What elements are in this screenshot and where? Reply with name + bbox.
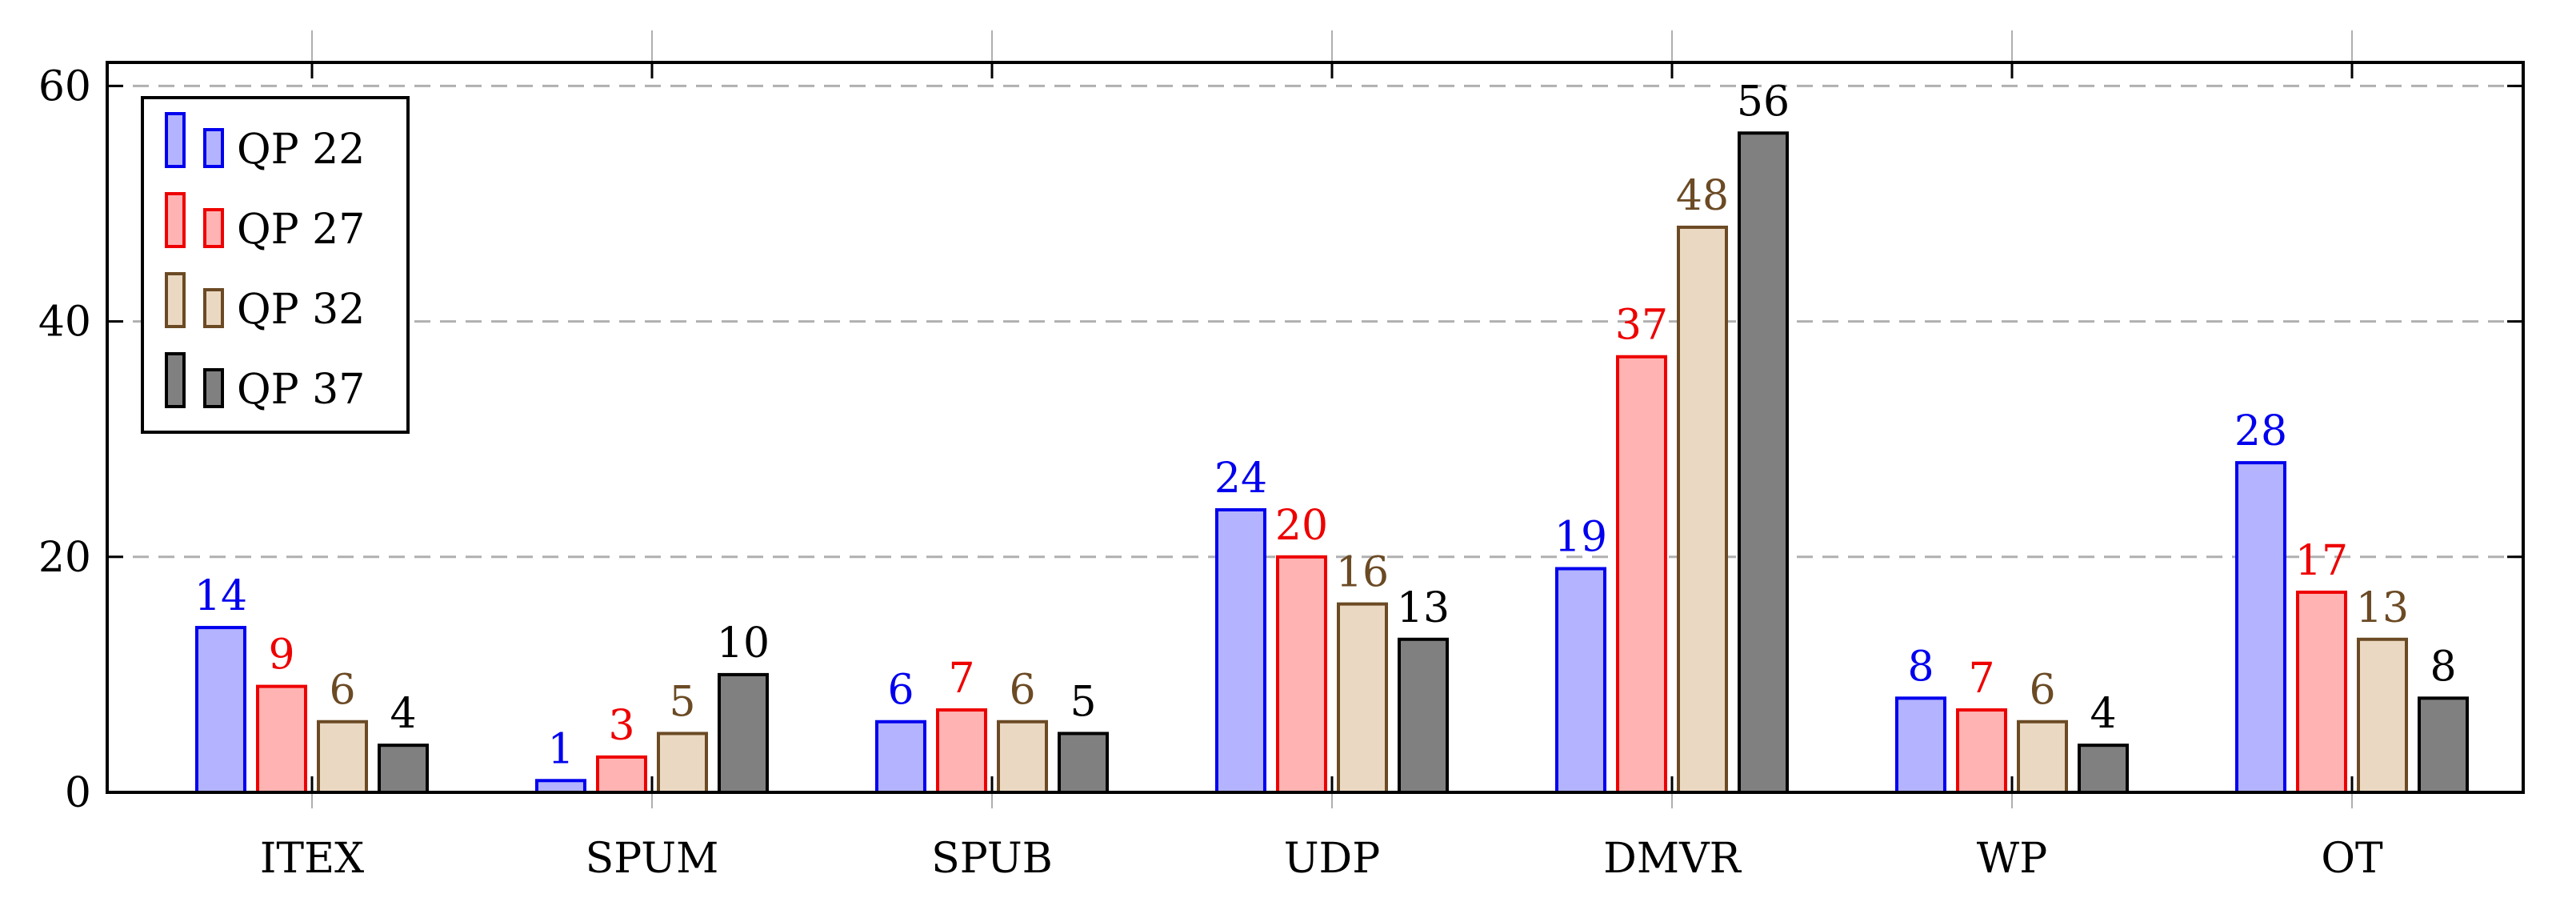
data-label: 3 bbox=[608, 702, 634, 750]
x-tick-label: SPUM bbox=[586, 835, 719, 883]
legend-swatch bbox=[165, 272, 186, 328]
bar bbox=[1677, 225, 1728, 794]
data-label: 7 bbox=[1968, 655, 1994, 703]
data-label: 8 bbox=[1907, 643, 1934, 691]
bar bbox=[1276, 555, 1327, 794]
legend-label: QP 37 bbox=[237, 366, 365, 414]
bar bbox=[1895, 696, 1946, 794]
bar bbox=[535, 779, 586, 795]
legend-label: QP 22 bbox=[237, 126, 365, 174]
data-label: 4 bbox=[2090, 690, 2116, 738]
data-label: 8 bbox=[2430, 643, 2456, 691]
legend-swatch bbox=[203, 288, 224, 328]
x-tick-label: ITEX bbox=[260, 835, 364, 883]
legend-swatch bbox=[165, 192, 186, 248]
y-tick-label: 20 bbox=[38, 534, 91, 582]
bar bbox=[1555, 567, 1606, 794]
bar bbox=[1616, 355, 1667, 794]
bar bbox=[2296, 590, 2347, 794]
y-tick-label: 60 bbox=[38, 62, 91, 110]
data-label: 17 bbox=[2295, 537, 2348, 585]
data-label: 16 bbox=[1336, 549, 1389, 597]
data-label: 13 bbox=[1397, 584, 1450, 632]
bar bbox=[1337, 602, 1388, 794]
bar bbox=[936, 708, 987, 795]
legend-swatch bbox=[203, 368, 224, 408]
bar bbox=[1956, 708, 2007, 795]
data-label: 6 bbox=[1009, 667, 1035, 715]
bar bbox=[2357, 637, 2408, 794]
x-tick-label: DMVR bbox=[1603, 835, 1742, 883]
x-tick-label: WP bbox=[1977, 835, 2047, 883]
bar bbox=[2078, 744, 2129, 795]
bar bbox=[875, 720, 926, 795]
bar bbox=[1738, 131, 1789, 795]
x-tick-label: UDP bbox=[1284, 835, 1381, 883]
y-tick-label: 0 bbox=[65, 769, 91, 817]
x-tick-label: OT bbox=[2321, 835, 2383, 883]
data-label: 19 bbox=[1554, 514, 1607, 562]
bar bbox=[718, 672, 769, 794]
data-label: 20 bbox=[1275, 502, 1328, 550]
data-label: 5 bbox=[669, 678, 695, 726]
x-tick-label: SPUB bbox=[931, 835, 1053, 883]
legend-swatch bbox=[165, 352, 186, 408]
plot-frame bbox=[106, 61, 2525, 794]
y-tick-label: 40 bbox=[38, 299, 91, 347]
bar bbox=[195, 626, 246, 794]
bar bbox=[317, 720, 368, 795]
data-label: 56 bbox=[1737, 78, 1790, 126]
legend-swatch bbox=[203, 208, 224, 248]
data-label: 7 bbox=[948, 655, 974, 703]
data-label: 4 bbox=[390, 690, 416, 738]
data-label: 6 bbox=[887, 667, 914, 715]
bar bbox=[1215, 507, 1266, 794]
bar bbox=[2235, 461, 2286, 794]
legend-box bbox=[141, 96, 410, 434]
data-label: 9 bbox=[268, 631, 294, 679]
bar bbox=[2418, 696, 2469, 794]
bar bbox=[997, 720, 1048, 795]
data-label: 14 bbox=[194, 572, 247, 620]
bar bbox=[657, 732, 708, 794]
data-label: 1 bbox=[547, 725, 574, 773]
bar bbox=[1398, 637, 1449, 794]
legend-swatch bbox=[203, 128, 224, 168]
bar bbox=[378, 744, 429, 795]
data-label: 6 bbox=[329, 667, 355, 715]
axes: 0 20 40 60 ITEX SPUM SPUB UDP DMVR WP OT bbox=[38, 30, 2525, 883]
legend-label: QP 32 bbox=[237, 286, 365, 334]
legend-swatch bbox=[165, 112, 186, 168]
bar bbox=[596, 755, 647, 795]
bar bbox=[2017, 720, 2068, 795]
data-label: 5 bbox=[1070, 678, 1096, 726]
data-label: 28 bbox=[2234, 407, 2287, 455]
legend: QP 22 QP 27 QP 32 QP 37 bbox=[141, 96, 410, 434]
bar bbox=[1058, 732, 1109, 794]
data-label: 10 bbox=[717, 619, 770, 667]
bar bbox=[256, 684, 307, 795]
data-label: 6 bbox=[2029, 667, 2055, 715]
data-label: 48 bbox=[1676, 172, 1729, 220]
data-label: 13 bbox=[2356, 584, 2409, 632]
data-label: 37 bbox=[1615, 302, 1668, 350]
bars bbox=[195, 131, 2469, 795]
data-label: 24 bbox=[1214, 455, 1267, 503]
legend-label: QP 27 bbox=[237, 206, 365, 254]
grid bbox=[107, 84, 2523, 559]
